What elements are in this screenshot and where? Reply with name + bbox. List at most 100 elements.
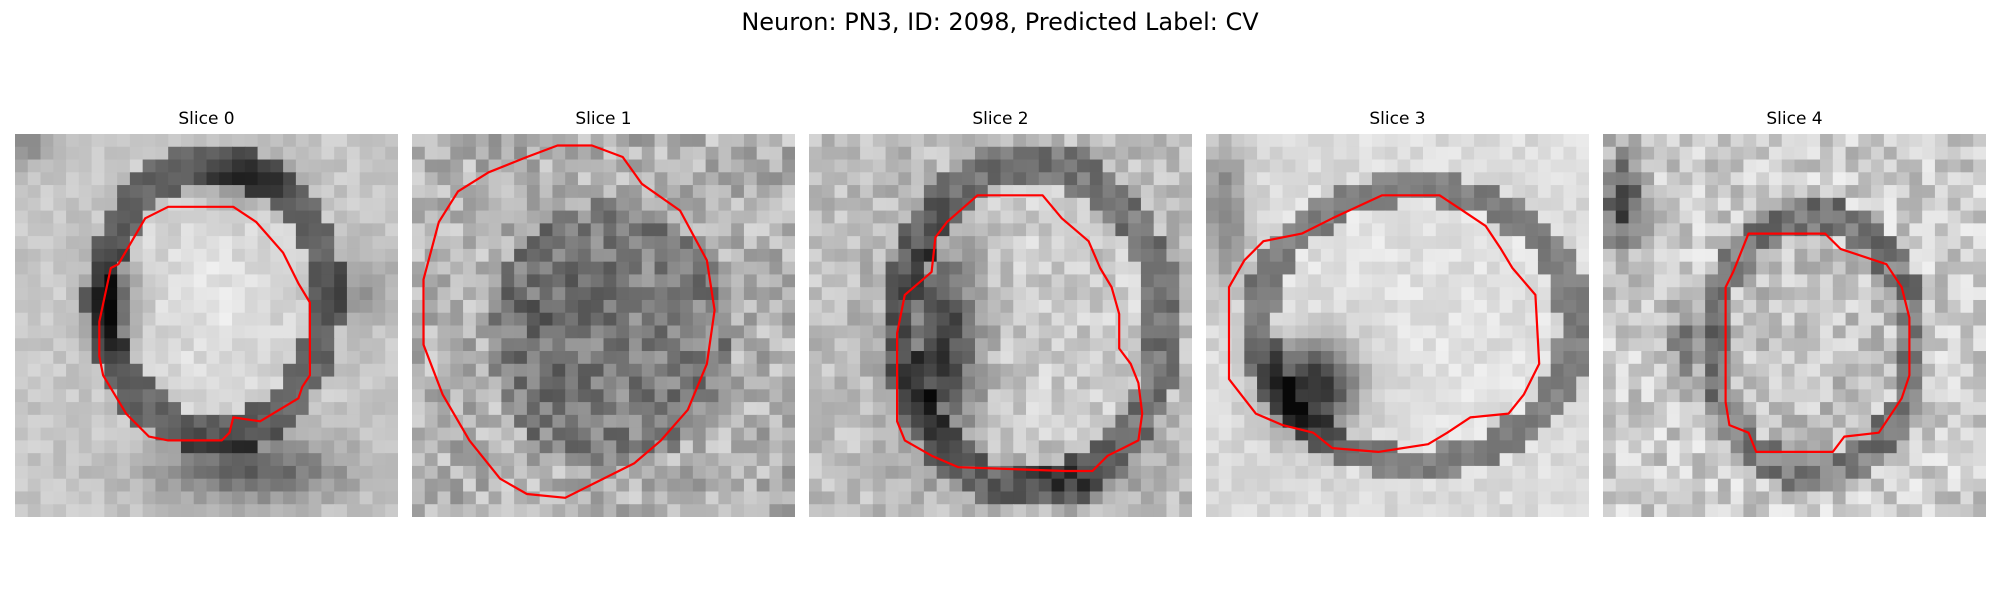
pixel (1512, 287, 1526, 301)
pixel (1461, 325, 1475, 339)
pixel (539, 236, 554, 250)
pixel (821, 197, 836, 212)
pixel (1756, 146, 1770, 161)
pixel (860, 159, 874, 173)
pixel (1883, 185, 1898, 199)
pixel (629, 248, 643, 263)
pixel (219, 236, 233, 250)
pixel (834, 146, 848, 161)
pixel (936, 146, 951, 161)
pixel (1257, 197, 1271, 212)
pixel (78, 274, 93, 288)
pixel (1115, 325, 1129, 339)
pixel (1603, 185, 1617, 199)
pixel (1013, 389, 1027, 403)
pixel (1666, 478, 1681, 493)
pixel (654, 440, 668, 454)
pixel (257, 504, 271, 517)
pixel (1359, 146, 1373, 161)
pixel (911, 185, 925, 199)
pixel (577, 248, 592, 263)
pixel (1512, 338, 1526, 352)
pixel (1832, 351, 1847, 365)
pixel (1320, 491, 1335, 505)
pixel (117, 427, 131, 441)
pixel (1346, 453, 1360, 467)
pixel (974, 236, 989, 250)
pixel (1179, 363, 1192, 378)
pixel (15, 274, 29, 288)
pixel (385, 299, 398, 314)
pixel (911, 197, 925, 212)
pixel (847, 427, 861, 441)
pixel (1013, 427, 1027, 441)
pixel (1947, 504, 1962, 517)
pixel (1794, 478, 1808, 493)
pixel (872, 172, 887, 186)
pixel (129, 248, 144, 263)
pixel (168, 402, 182, 416)
pixel (1474, 504, 1488, 517)
pixel (974, 453, 989, 467)
pixel (15, 414, 29, 429)
pixel (1320, 236, 1335, 250)
pixel (731, 491, 745, 505)
pixel (1308, 440, 1322, 454)
pixel (321, 299, 335, 314)
pixel (1807, 146, 1821, 161)
pixel (1166, 504, 1180, 517)
pixel (680, 427, 694, 441)
pixel (1512, 363, 1526, 378)
pixel (769, 376, 783, 390)
pixel (1576, 223, 1589, 237)
pixel (629, 312, 643, 327)
pixel (577, 440, 592, 454)
pixel (168, 312, 182, 327)
pixel (219, 491, 233, 505)
pixel (1641, 376, 1655, 390)
pixel (1486, 172, 1501, 186)
pixel (1218, 427, 1233, 441)
pixel (257, 351, 271, 365)
pixel (590, 287, 605, 301)
pixel (1525, 402, 1539, 416)
pixel (463, 159, 477, 173)
pixel (501, 274, 515, 288)
pixel (1026, 287, 1040, 301)
pixel (1768, 210, 1783, 224)
pixel (1603, 210, 1617, 224)
pixel (475, 248, 490, 263)
pixel (1794, 402, 1808, 416)
pixel (206, 351, 220, 365)
pixel (346, 312, 361, 327)
pixel (629, 363, 643, 378)
pixel (1512, 491, 1526, 505)
pixel (847, 274, 861, 288)
pixel (949, 453, 963, 467)
pixel (1244, 389, 1258, 403)
pixel (1115, 134, 1129, 148)
pixel (1820, 197, 1834, 212)
pixel (769, 146, 783, 161)
pixel (463, 146, 477, 161)
pixel (692, 325, 707, 339)
pixel (923, 274, 938, 288)
pixel (1384, 478, 1399, 493)
pixel (1628, 261, 1642, 276)
pixel (1896, 491, 1910, 505)
pixel (1333, 453, 1348, 467)
pixel (1871, 376, 1885, 390)
pixel (1628, 312, 1642, 327)
pixel (1883, 363, 1898, 378)
pixel (1692, 351, 1706, 365)
pixel (1077, 325, 1091, 339)
pixel (488, 261, 502, 276)
pixel (692, 210, 707, 224)
pixel (385, 504, 398, 517)
pixel (1576, 440, 1589, 454)
pixel (1179, 134, 1192, 148)
pixel (385, 402, 398, 416)
pixel (936, 299, 951, 314)
pixel (308, 491, 322, 505)
pixel (936, 274, 951, 288)
